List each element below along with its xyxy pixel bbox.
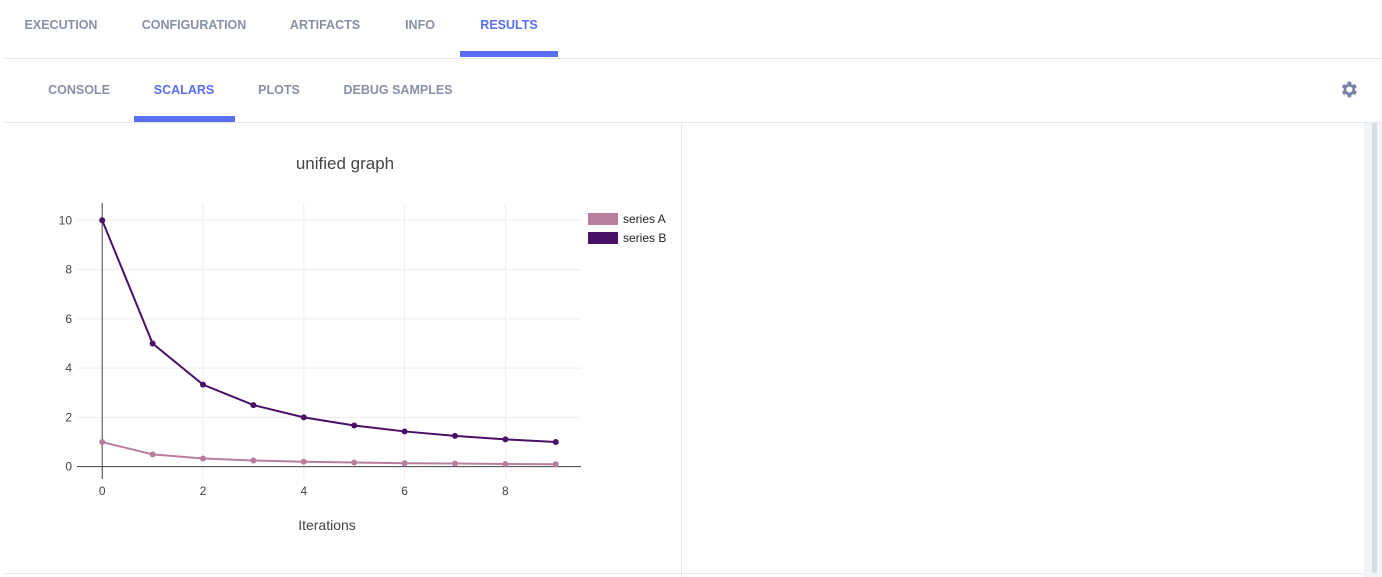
subtab[interactable]: CONSOLE <box>48 83 110 97</box>
tab[interactable]: RESULTS <box>480 18 538 32</box>
point <box>99 439 106 446</box>
point <box>401 460 408 467</box>
point <box>452 432 458 439</box>
x-axis-label: Iterations <box>298 517 356 533</box>
y-tick-label: 8 <box>65 263 72 277</box>
x-tick-label: 2 <box>200 484 207 498</box>
chart-title: unified graph <box>296 154 394 173</box>
tab[interactable]: EXECUTION <box>24 18 98 32</box>
subtab[interactable]: DEBUG SAMPLES <box>343 83 453 97</box>
point <box>200 381 206 388</box>
y-tick-label: 6 <box>65 312 72 326</box>
y-tick-label: 2 <box>65 410 72 424</box>
x-tick-label: 0 <box>99 484 106 498</box>
point <box>502 460 509 467</box>
point <box>300 414 307 421</box>
divider <box>4 573 1364 574</box>
point <box>99 217 106 224</box>
tab[interactable]: CONFIGURATION <box>141 18 247 32</box>
legend-label: series A <box>623 212 666 226</box>
point <box>250 402 257 409</box>
point <box>401 428 408 435</box>
subtab[interactable]: SCALARS <box>153 83 215 97</box>
series-line <box>101 219 556 444</box>
point <box>351 422 358 429</box>
series-line <box>101 441 556 466</box>
active-subtab-indicator <box>134 116 235 122</box>
divider <box>4 122 1382 123</box>
active-tab-indicator <box>460 51 558 57</box>
point <box>552 461 559 468</box>
x-tick-label: 6 <box>401 484 408 498</box>
x-tick-label: 8 <box>502 484 509 498</box>
panel-divider <box>681 123 682 577</box>
y-tick-label: 4 <box>65 361 72 375</box>
chart: unified graph Iterations 0 2 4 6 8 10 0 2 4 6 8 ser… <box>59 154 667 533</box>
tab[interactable]: INFO <box>405 18 435 32</box>
divider <box>4 58 1382 59</box>
point <box>149 451 156 458</box>
point <box>502 436 509 443</box>
scrollbar[interactable] <box>1364 123 1382 577</box>
legend-swatch <box>588 213 618 225</box>
point <box>351 459 358 466</box>
point <box>452 460 458 467</box>
settings-icon[interactable] <box>1338 79 1359 100</box>
point <box>200 455 206 462</box>
x-tick-label: 4 <box>300 484 307 498</box>
y-tick-label: 10 <box>59 213 73 227</box>
scrollbar-thumb[interactable] <box>1372 123 1377 573</box>
y-tick-label: 0 <box>65 460 72 474</box>
tab[interactable]: ARTIFACTS <box>289 18 361 32</box>
subtab[interactable]: PLOTS <box>258 83 300 97</box>
point <box>149 340 156 347</box>
point <box>300 458 307 465</box>
point <box>250 457 257 464</box>
legend-swatch <box>588 232 618 244</box>
point <box>552 439 559 446</box>
legend-label: series B <box>623 231 666 245</box>
